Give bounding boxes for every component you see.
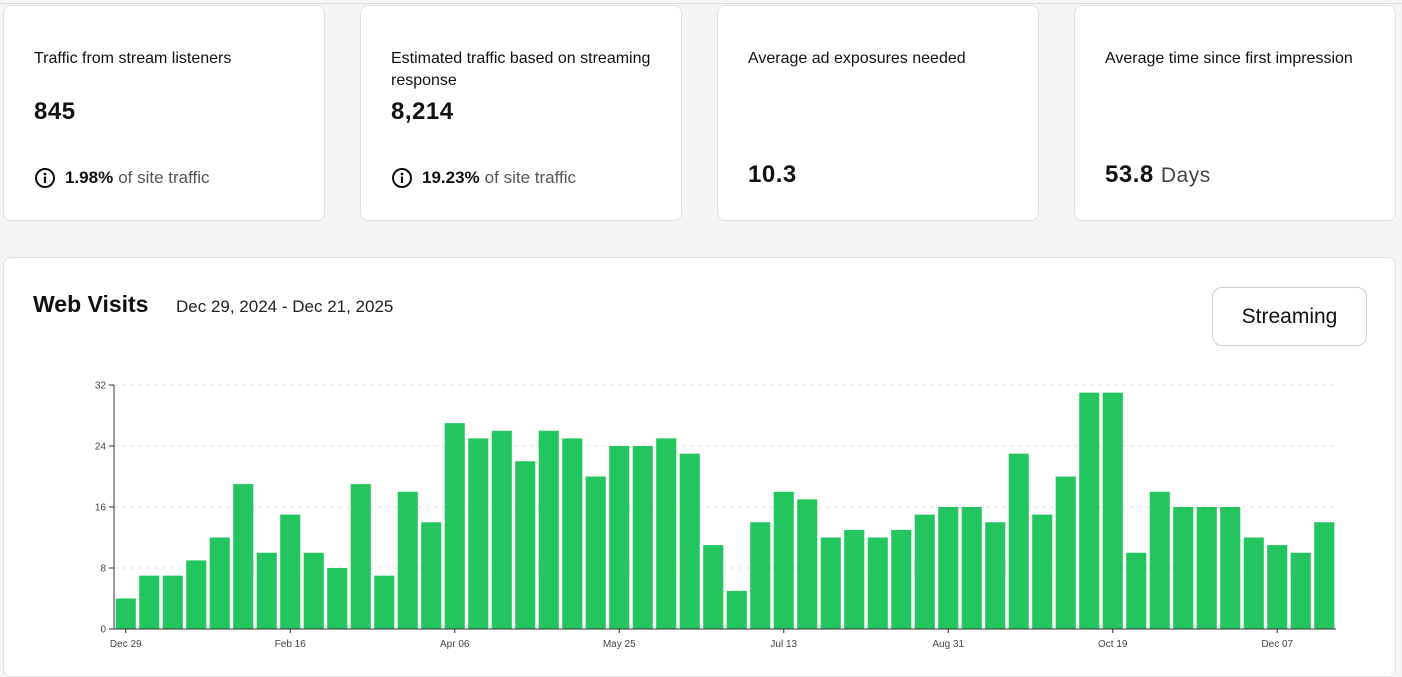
x-tick-label: Aug 31 bbox=[932, 639, 964, 650]
card-value: 10.3 bbox=[748, 161, 797, 188]
site-traffic-percent: 19.23% bbox=[422, 168, 480, 187]
chart-bar bbox=[914, 514, 935, 630]
card-ad-exposures: Average ad exposures needed 10.3 bbox=[717, 5, 1039, 221]
chart-bar bbox=[985, 522, 1006, 629]
chart-bar bbox=[1173, 507, 1194, 629]
card-title: Estimated traffic based on streaming res… bbox=[391, 50, 651, 89]
card-footnote: 19.23% of site traffic bbox=[391, 167, 576, 189]
chart-bar bbox=[844, 529, 865, 630]
panel-title: Web Visits bbox=[33, 291, 149, 317]
site-traffic-label: of site traffic bbox=[118, 168, 210, 187]
chart-bar bbox=[820, 537, 841, 629]
card-title: Average ad exposures needed bbox=[748, 50, 966, 67]
chart-bar bbox=[750, 522, 771, 629]
chart-bar bbox=[350, 484, 371, 630]
card-value: 8,214 bbox=[391, 98, 454, 125]
chart-bar bbox=[656, 438, 677, 630]
card-value: 53.8 bbox=[1105, 161, 1154, 188]
chart-bar bbox=[867, 537, 888, 629]
x-tick-label: Feb 16 bbox=[275, 639, 307, 650]
card-unit: Days bbox=[1160, 164, 1211, 187]
chart-bar bbox=[961, 507, 982, 629]
chart-bar bbox=[1149, 491, 1170, 629]
y-tick-label: 24 bbox=[95, 442, 107, 453]
chart-bar bbox=[280, 514, 301, 630]
chart-bar bbox=[1032, 514, 1053, 630]
chart-bar bbox=[162, 575, 183, 630]
chart-bar bbox=[609, 446, 630, 629]
card-value: 845 bbox=[34, 98, 76, 125]
chart-bar bbox=[1008, 453, 1029, 630]
card-title: Average time since first impression bbox=[1105, 50, 1353, 67]
site-traffic-label: of site traffic bbox=[484, 168, 577, 187]
date-range: Dec 29, 2024 - Dec 21, 2025 bbox=[176, 297, 394, 316]
x-tick-label: Dec 29 bbox=[110, 639, 142, 650]
chart-bar bbox=[585, 476, 606, 629]
chart-bar bbox=[115, 598, 136, 629]
card-footnote: 1.98% of site traffic bbox=[34, 167, 210, 189]
chart-bar bbox=[327, 568, 348, 629]
chart-bar bbox=[186, 560, 207, 630]
chart-bar bbox=[397, 491, 418, 629]
top-divider bbox=[0, 3, 1402, 4]
chart-bar bbox=[1196, 507, 1217, 629]
chart-bar bbox=[1314, 522, 1335, 629]
chart-bar bbox=[139, 575, 160, 630]
y-tick-label: 0 bbox=[100, 625, 106, 636]
y-tick-label: 32 bbox=[95, 381, 107, 392]
chart-bar bbox=[209, 537, 230, 629]
y-tick-label: 16 bbox=[95, 503, 107, 514]
y-tick-label: 8 bbox=[100, 564, 106, 575]
card-time-since-impression: Average time since first impression 53.8… bbox=[1074, 5, 1396, 221]
chart-bar bbox=[1055, 476, 1076, 629]
chart-bar bbox=[374, 575, 395, 630]
card-stream-listeners: Traffic from stream listeners 845 1.98% … bbox=[3, 5, 325, 221]
chart-bar bbox=[703, 545, 724, 630]
chart-bar bbox=[1267, 545, 1288, 630]
chart-bar bbox=[562, 438, 583, 630]
card-title: Traffic from stream listeners bbox=[34, 50, 232, 67]
chart-bar bbox=[1290, 552, 1311, 629]
chart-bar bbox=[938, 507, 959, 629]
site-traffic-percent: 1.98% bbox=[65, 168, 114, 187]
chart-bar bbox=[1243, 537, 1264, 629]
web-visits-chart: 0 8 16 24 32 Dec 29 Feb 16 Apr 06 May 25 Jul 13 Au… bbox=[95, 381, 1336, 650]
card-value-wrap: 53.8 Days bbox=[1105, 161, 1211, 189]
info-icon[interactable] bbox=[391, 167, 413, 189]
chart-bar bbox=[444, 423, 465, 630]
chart-bar bbox=[538, 430, 559, 629]
x-tick-label: Apr 06 bbox=[440, 639, 470, 650]
streaming-button[interactable]: Streaming bbox=[1212, 287, 1367, 346]
chart-bar bbox=[1102, 392, 1123, 630]
x-tick-label: Oct 19 bbox=[1098, 639, 1128, 650]
chart-bar bbox=[679, 453, 700, 630]
chart-bar bbox=[726, 590, 747, 630]
chart-bar bbox=[1220, 507, 1241, 629]
x-tick-label: Jul 13 bbox=[770, 639, 797, 650]
x-tick-label: Dec 07 bbox=[1261, 639, 1293, 650]
info-icon[interactable] bbox=[34, 167, 56, 189]
chart-bar bbox=[1079, 392, 1100, 630]
chart-bar bbox=[303, 552, 324, 629]
chart-bar bbox=[773, 491, 794, 629]
chart-bar bbox=[491, 430, 512, 629]
chart-bar bbox=[632, 446, 653, 629]
chart-bar bbox=[797, 499, 818, 630]
chart-bar bbox=[1126, 552, 1147, 629]
chart-bar bbox=[233, 484, 254, 630]
chart-bar bbox=[256, 552, 277, 629]
chart-bar bbox=[891, 529, 912, 630]
web-visits-panel: Web Visits Dec 29, 2024 - Dec 21, 2025 S… bbox=[3, 257, 1396, 677]
card-estimated-traffic: Estimated traffic based on streaming res… bbox=[360, 5, 682, 221]
chart-bar bbox=[515, 461, 536, 629]
chart-bar bbox=[421, 522, 442, 629]
x-tick-label: May 25 bbox=[603, 639, 636, 650]
chart-bar bbox=[468, 438, 489, 630]
